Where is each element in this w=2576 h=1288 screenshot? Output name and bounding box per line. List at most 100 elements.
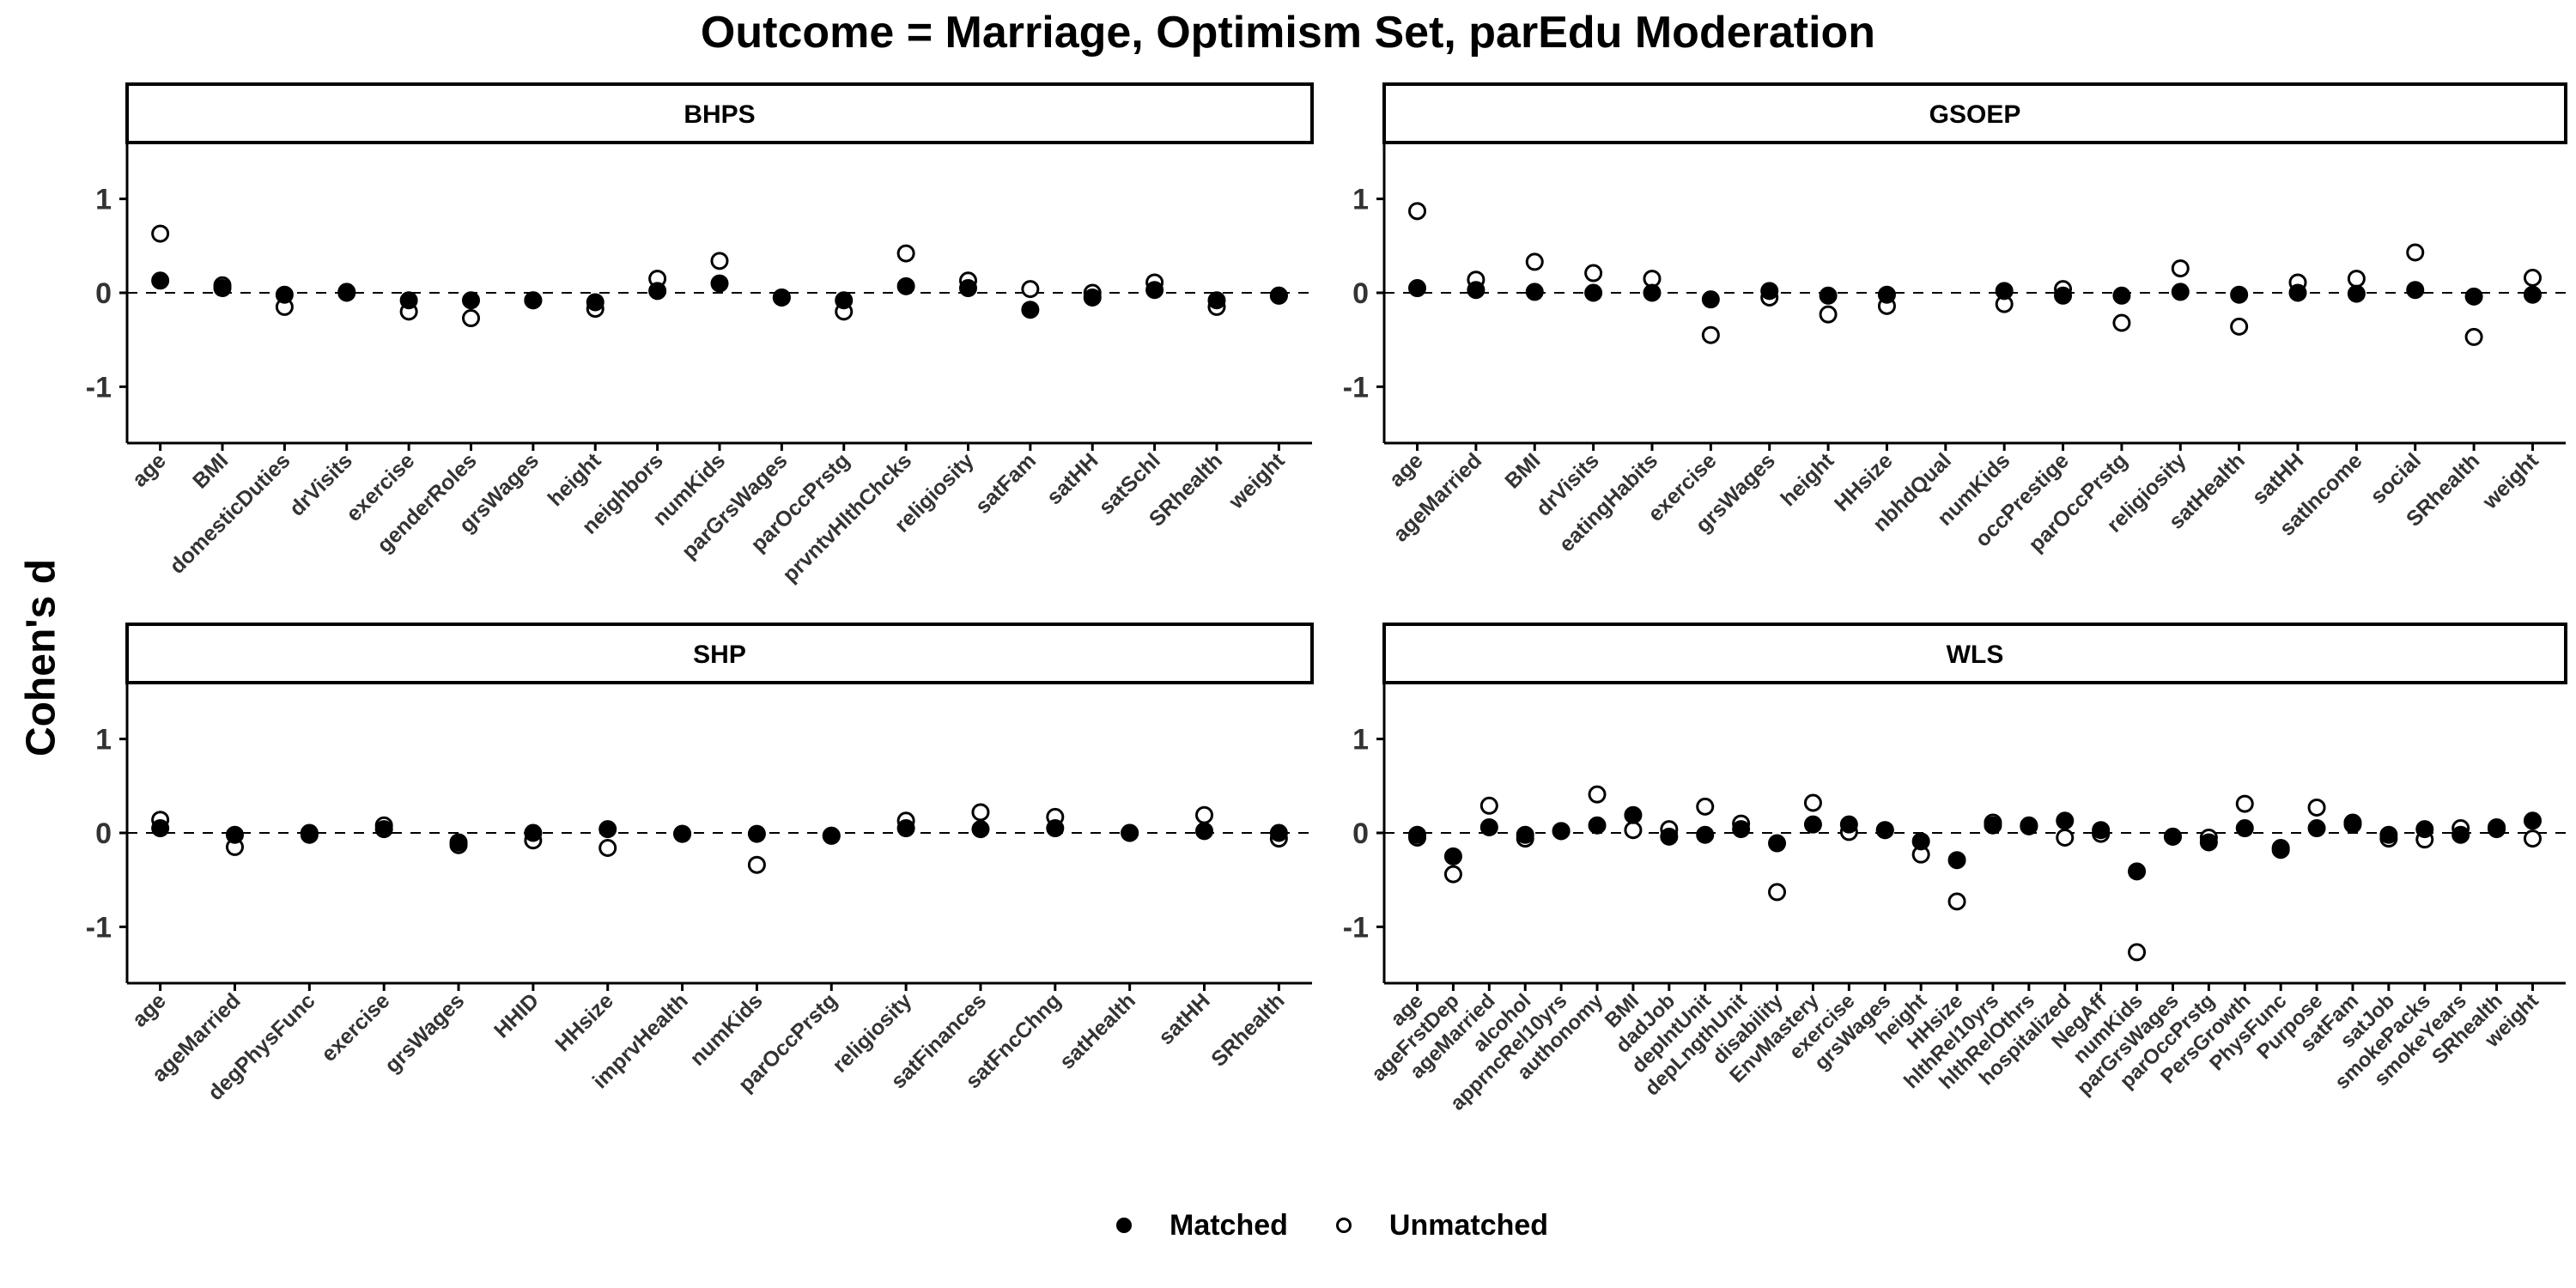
unmatched-point-shp — [1195, 805, 1214, 824]
matched-point-shp — [225, 825, 244, 844]
y-tick-label: 0 — [95, 817, 112, 850]
y-tick-label: 0 — [95, 277, 112, 310]
legend-label-unmatched: Unmatched — [1388, 1208, 1549, 1242]
unmatched-point-wls — [1696, 797, 1715, 816]
unmatched-point-gsoep — [2230, 317, 2249, 336]
x-tick-label: age — [128, 988, 171, 1031]
matched-point-wls — [2343, 813, 2362, 832]
chart-title: Outcome = Marriage, Optimism Set, parEdu… — [700, 8, 1876, 58]
matched-point-wls — [2235, 819, 2254, 838]
unmatched-point-bhps — [710, 252, 729, 270]
unmatched-point-gsoep — [2523, 269, 2542, 287]
matched-point-wls — [1875, 821, 1894, 840]
unmatched-point-wls — [1588, 785, 1607, 804]
strip-label-wls: WLS — [1947, 641, 2004, 669]
strip-label-gsoep: GSOEP — [1929, 100, 2021, 129]
matched-point-wls — [1624, 805, 1643, 824]
matched-point-gsoep — [2347, 284, 2366, 303]
y-tick-label: 1 — [1352, 724, 1369, 756]
matched-point-gsoep — [2406, 281, 2425, 300]
x-tick-label: satHH — [1154, 988, 1215, 1049]
matched-point-shp — [1269, 823, 1288, 842]
legend-label-matched: Matched — [1170, 1208, 1288, 1242]
y-tick-label: 1 — [95, 184, 112, 216]
matched-point-bhps — [1269, 286, 1288, 305]
unmatched-point-gsoep — [2347, 270, 2366, 289]
x-tick-label: weight — [2477, 448, 2543, 514]
unmatched-point-bhps — [462, 309, 481, 328]
strip-bhps — [125, 82, 1314, 144]
strip-label-bhps: BHPS — [683, 100, 755, 129]
matched-point-bhps — [586, 293, 605, 312]
matched-point-wls — [1984, 816, 2002, 835]
unmatched-point-wls — [1443, 865, 1462, 884]
unmatched-point-bhps — [151, 224, 170, 243]
unmatched-point-shp — [747, 855, 766, 874]
matched-point-gsoep — [2523, 285, 2542, 304]
x-tick-label: weight — [1224, 448, 1290, 514]
matched-point-shp — [449, 833, 468, 852]
matched-point-gsoep — [2112, 286, 2131, 305]
matched-point-wls — [2379, 825, 2398, 844]
x-tick-label: age — [128, 448, 171, 491]
y-tick-label: 0 — [1352, 277, 1369, 310]
matched-point-wls — [1732, 820, 1751, 839]
x-tick-label: satFam — [970, 448, 1041, 519]
matched-point-bhps — [524, 291, 543, 310]
unmatched-point-wls — [2056, 828, 2075, 847]
matched-point-wls — [1696, 825, 1715, 844]
matched-point-wls — [1516, 825, 1534, 844]
matched-point-wls — [2415, 820, 2434, 839]
matched-point-shp — [896, 819, 915, 838]
unmatched-point-wls — [2235, 794, 2254, 813]
matched-point-shp — [151, 819, 170, 838]
matched-point-gsoep — [2288, 283, 2307, 302]
matched-point-bhps — [958, 279, 977, 298]
unmatched-point-gsoep — [2171, 259, 2190, 278]
matched-point-shp — [673, 824, 692, 843]
unmatched-point-shp — [598, 839, 617, 857]
matched-point-bhps — [213, 279, 232, 298]
unmatched-point-wls — [1947, 892, 1966, 911]
matched-point-shp — [374, 820, 393, 839]
matched-point-wls — [1443, 847, 1462, 866]
unmatched-point-wls — [1624, 821, 1643, 840]
y-tick-label: -1 — [86, 911, 112, 944]
matched-point-shp — [971, 820, 990, 839]
matched-point-wls — [1768, 834, 1787, 853]
matched-point-bhps — [710, 274, 729, 293]
matched-point-wls — [2488, 817, 2506, 836]
matched-point-bhps — [1021, 301, 1040, 319]
matched-point-gsoep — [2464, 287, 2483, 306]
matched-point-gsoep — [1467, 281, 1485, 300]
y-tick-label: 1 — [1352, 184, 1369, 216]
matched-point-bhps — [648, 282, 667, 301]
matched-point-bhps — [896, 276, 915, 295]
unmatched-point-gsoep — [2112, 313, 2131, 332]
strip-shp — [125, 623, 1314, 684]
panel-wls: WLS-101ageageFrstDepageMarriedalcoholapp… — [1343, 623, 2567, 1115]
matched-point-bhps — [399, 291, 418, 310]
matched-point-bhps — [1207, 291, 1226, 310]
unmatched-point-wls — [1479, 796, 1498, 815]
unmatched-point-gsoep — [1525, 252, 1544, 271]
matched-point-bhps — [337, 283, 356, 301]
legend: Matched Unmatched — [1116, 1206, 1596, 1244]
matched-point-shp — [524, 823, 543, 842]
unmatched-point-wls — [1803, 793, 1822, 812]
y-tick-label: -1 — [1343, 371, 1369, 404]
unmatched-point-gsoep — [1701, 325, 1720, 344]
matched-point-wls — [2199, 833, 2218, 852]
unmatched-point-gsoep — [2406, 243, 2425, 262]
panel-shp: SHP-101ageageMarrieddegPhysFuncexerciseg… — [86, 623, 1314, 1105]
matched-point-wls — [1552, 822, 1571, 841]
matched-point-gsoep — [1995, 282, 2014, 301]
matched-point-gsoep — [1819, 286, 1838, 305]
matched-point-wls — [2128, 862, 2147, 881]
matched-point-gsoep — [1760, 282, 1779, 301]
matched-point-bhps — [151, 271, 170, 290]
matched-point-wls — [1839, 815, 1858, 834]
